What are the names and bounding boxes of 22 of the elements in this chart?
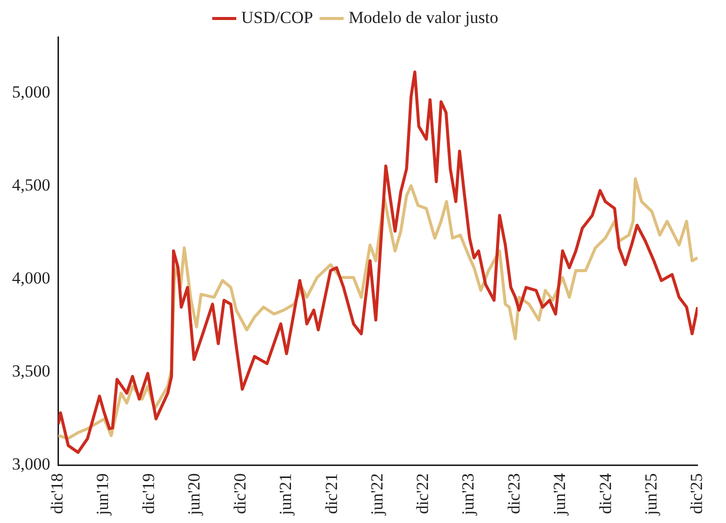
x-tick-label: dic'20 bbox=[230, 473, 250, 514]
x-tick-label: dic'19 bbox=[138, 473, 158, 514]
x-tick-label: jun'20 bbox=[184, 473, 204, 516]
y-tick-label: 3,500 bbox=[12, 362, 50, 381]
legend-label: Modelo de valor justo bbox=[348, 8, 498, 27]
y-tick-label: 4,000 bbox=[12, 268, 50, 288]
y-tick-label: 3,000 bbox=[12, 454, 50, 474]
legend-label: USD/COP bbox=[241, 8, 314, 27]
x-tick-label: jun'23 bbox=[458, 473, 478, 516]
x-tick-label: dic'18 bbox=[48, 473, 67, 514]
x-tick-label: dic'24 bbox=[596, 472, 615, 514]
x-tick-label: jun'25 bbox=[641, 473, 660, 516]
x-tick-label: dic'25 bbox=[687, 473, 706, 514]
x-tick-label: dic'22 bbox=[413, 473, 432, 514]
x-tick-label: jun'19 bbox=[93, 473, 112, 516]
y-tick-label: 4,500 bbox=[12, 175, 50, 194]
x-tick-label: jun'24 bbox=[550, 472, 570, 516]
x-tick-label: jun'22 bbox=[367, 473, 386, 516]
y-tick-label: 5,000 bbox=[12, 82, 50, 102]
x-tick-label: dic'23 bbox=[504, 473, 524, 514]
x-tick-label: dic'21 bbox=[322, 473, 341, 514]
x-tick-label: jun'21 bbox=[276, 473, 296, 516]
